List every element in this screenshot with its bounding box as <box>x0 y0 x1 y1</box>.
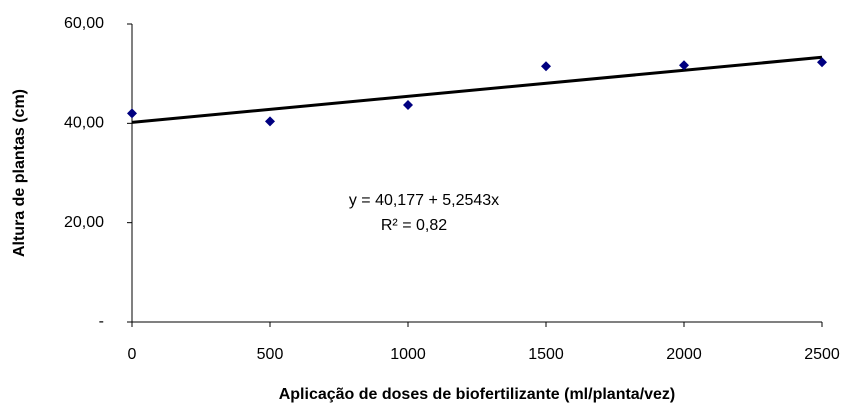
point <box>127 108 137 119</box>
point <box>679 60 689 71</box>
x-tick-label: 1000 <box>390 346 426 363</box>
point <box>541 61 551 72</box>
trendline <box>131 55 823 124</box>
y-tick-label: 60,00 <box>64 15 104 32</box>
equation: y = 40,177 + 5,2543x <box>349 192 499 209</box>
x-tick-label: 1500 <box>528 346 564 363</box>
x-tick-label: 500 <box>257 346 284 363</box>
x-tick-label: 0 <box>128 346 137 363</box>
point <box>403 99 413 110</box>
y-tick-label: 20,00 <box>64 214 104 231</box>
y-axis-title: Altura de plantas (cm) <box>11 89 28 257</box>
r-squared: R² = 0,82 <box>381 217 447 234</box>
x-tick-label: 2000 <box>666 346 702 363</box>
point <box>265 116 275 127</box>
point <box>817 57 827 68</box>
x-tick-label: 2500 <box>804 346 840 363</box>
x-axis-title: Aplicação de doses de biofertilizante (m… <box>279 386 676 403</box>
y-tick-label: - <box>99 313 104 330</box>
y-tick-label: 40,00 <box>64 115 104 132</box>
